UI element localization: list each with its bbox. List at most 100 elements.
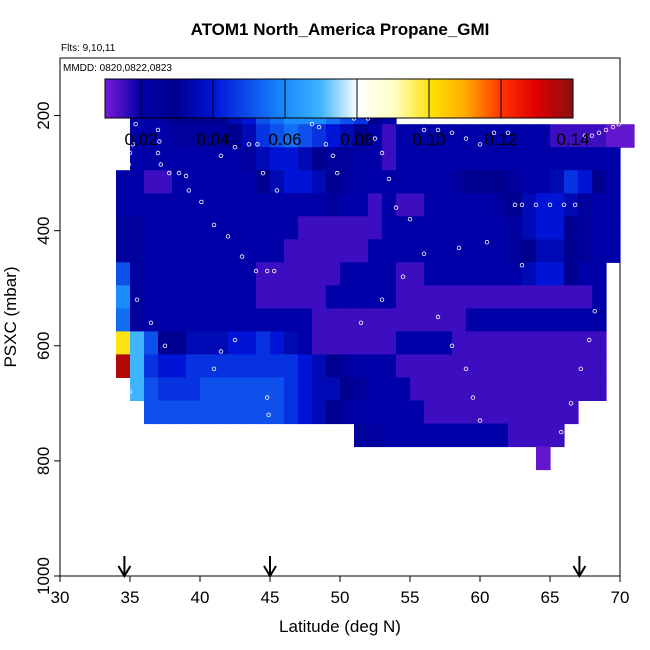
heatmap-cell <box>424 331 439 355</box>
heatmap-cell <box>424 400 439 425</box>
heatmap-cell <box>214 308 229 332</box>
heatmap-cell <box>592 262 607 286</box>
track-point <box>578 366 583 371</box>
track-point <box>587 337 592 343</box>
heatmap-cell <box>284 216 299 240</box>
heatmap-cell <box>536 446 551 471</box>
heatmap-cell <box>172 239 187 263</box>
heatmap-cell <box>396 239 411 263</box>
heatmap-cell <box>214 331 229 355</box>
heatmap-cell <box>382 331 397 355</box>
heatmap-cell <box>326 239 341 263</box>
heatmap-cell <box>396 216 411 240</box>
heatmap-cell <box>242 216 257 240</box>
heatmap-cell <box>158 170 173 194</box>
heatmap-cell <box>144 331 159 355</box>
track-point <box>358 320 364 325</box>
heatmap-cell <box>158 308 173 332</box>
heatmap-cell <box>312 285 327 309</box>
heatmap-cell <box>452 193 467 217</box>
heatmap-cell <box>214 239 229 263</box>
heatmap-cell <box>592 147 607 171</box>
heatmap-cell <box>396 262 411 286</box>
heatmap-cell <box>452 308 467 332</box>
track-point <box>512 202 518 207</box>
colorbar-tick-label: 0.02 <box>124 130 157 149</box>
heatmap-cell <box>550 423 565 448</box>
track-point <box>386 176 392 182</box>
heatmap-cell <box>424 354 439 378</box>
heatmap-cell <box>536 239 551 263</box>
heatmap-cell <box>452 400 467 425</box>
heatmap-cell <box>228 285 243 309</box>
track-point <box>130 142 135 147</box>
track-point <box>232 144 238 150</box>
heatmap-cell <box>480 193 495 217</box>
heatmap-cell <box>494 308 509 332</box>
heatmap-cell <box>354 147 369 171</box>
track-point <box>596 130 602 135</box>
track-point <box>158 162 163 167</box>
heatmap-cell <box>368 239 383 263</box>
heatmap-cell <box>130 216 145 240</box>
heatmap-cell <box>592 124 607 148</box>
heatmap-cell <box>438 308 453 332</box>
heatmap-cell <box>228 193 243 217</box>
heatmap-cell <box>354 423 369 448</box>
heatmap-cell <box>564 400 579 425</box>
heatmap-cell <box>410 239 425 263</box>
heatmap-cell <box>144 216 159 240</box>
track-point <box>316 124 322 130</box>
heatmap-cell <box>368 124 383 148</box>
track-point <box>130 435 135 441</box>
heatmap-cell <box>270 400 285 425</box>
colorbar-tick-label: 0.12 <box>484 130 517 149</box>
heatmap-cell <box>298 147 313 171</box>
heatmap-cell <box>536 400 551 425</box>
heatmap-cell <box>424 377 439 401</box>
track-point <box>225 234 231 239</box>
heatmap-cell <box>606 124 621 148</box>
heatmap-cell <box>438 354 453 378</box>
heatmap-cell <box>130 285 145 309</box>
heatmap-cell <box>480 400 495 425</box>
heatmap-cell <box>298 400 313 425</box>
colorbar-tick-label: 0.14 <box>556 130 589 149</box>
heatmap-cell <box>284 193 299 217</box>
heatmap-cell <box>312 239 327 263</box>
track-point <box>124 452 130 458</box>
heatmap-cell <box>480 170 495 194</box>
track-point <box>456 245 462 251</box>
heatmap-cell <box>270 124 285 148</box>
heatmap-cell <box>480 262 495 286</box>
heatmap-cell <box>242 377 257 401</box>
track-point <box>253 268 259 274</box>
track-point <box>393 205 399 210</box>
heatmap-cell <box>382 423 397 448</box>
heatmap-cell <box>522 308 537 332</box>
heatmap-cell <box>200 354 215 378</box>
track-point <box>133 121 138 127</box>
heatmap-cell <box>550 285 565 309</box>
heatmap-cell <box>368 193 383 217</box>
heatmap-cell <box>284 354 299 378</box>
heatmap-cell <box>564 170 579 194</box>
heatmap-cell <box>382 262 397 286</box>
heatmap-cell <box>200 262 215 286</box>
heatmap-cell <box>382 377 397 401</box>
heatmap-cell <box>270 216 285 240</box>
heatmap-cell <box>158 400 173 425</box>
track-point <box>218 153 224 158</box>
heatmap-cell <box>466 308 481 332</box>
heatmap-cell <box>242 170 257 194</box>
heatmap-cell <box>312 377 327 401</box>
heatmap-cell <box>410 331 425 355</box>
heatmap-cell <box>312 400 327 425</box>
track-point <box>186 188 191 193</box>
x-tick-label: 70 <box>611 588 630 607</box>
heatmap-cell <box>312 216 327 240</box>
heatmap-cell <box>144 170 159 194</box>
heatmap-cell <box>438 170 453 194</box>
heatmap-cell <box>256 400 271 425</box>
heatmap-cell <box>424 170 439 194</box>
